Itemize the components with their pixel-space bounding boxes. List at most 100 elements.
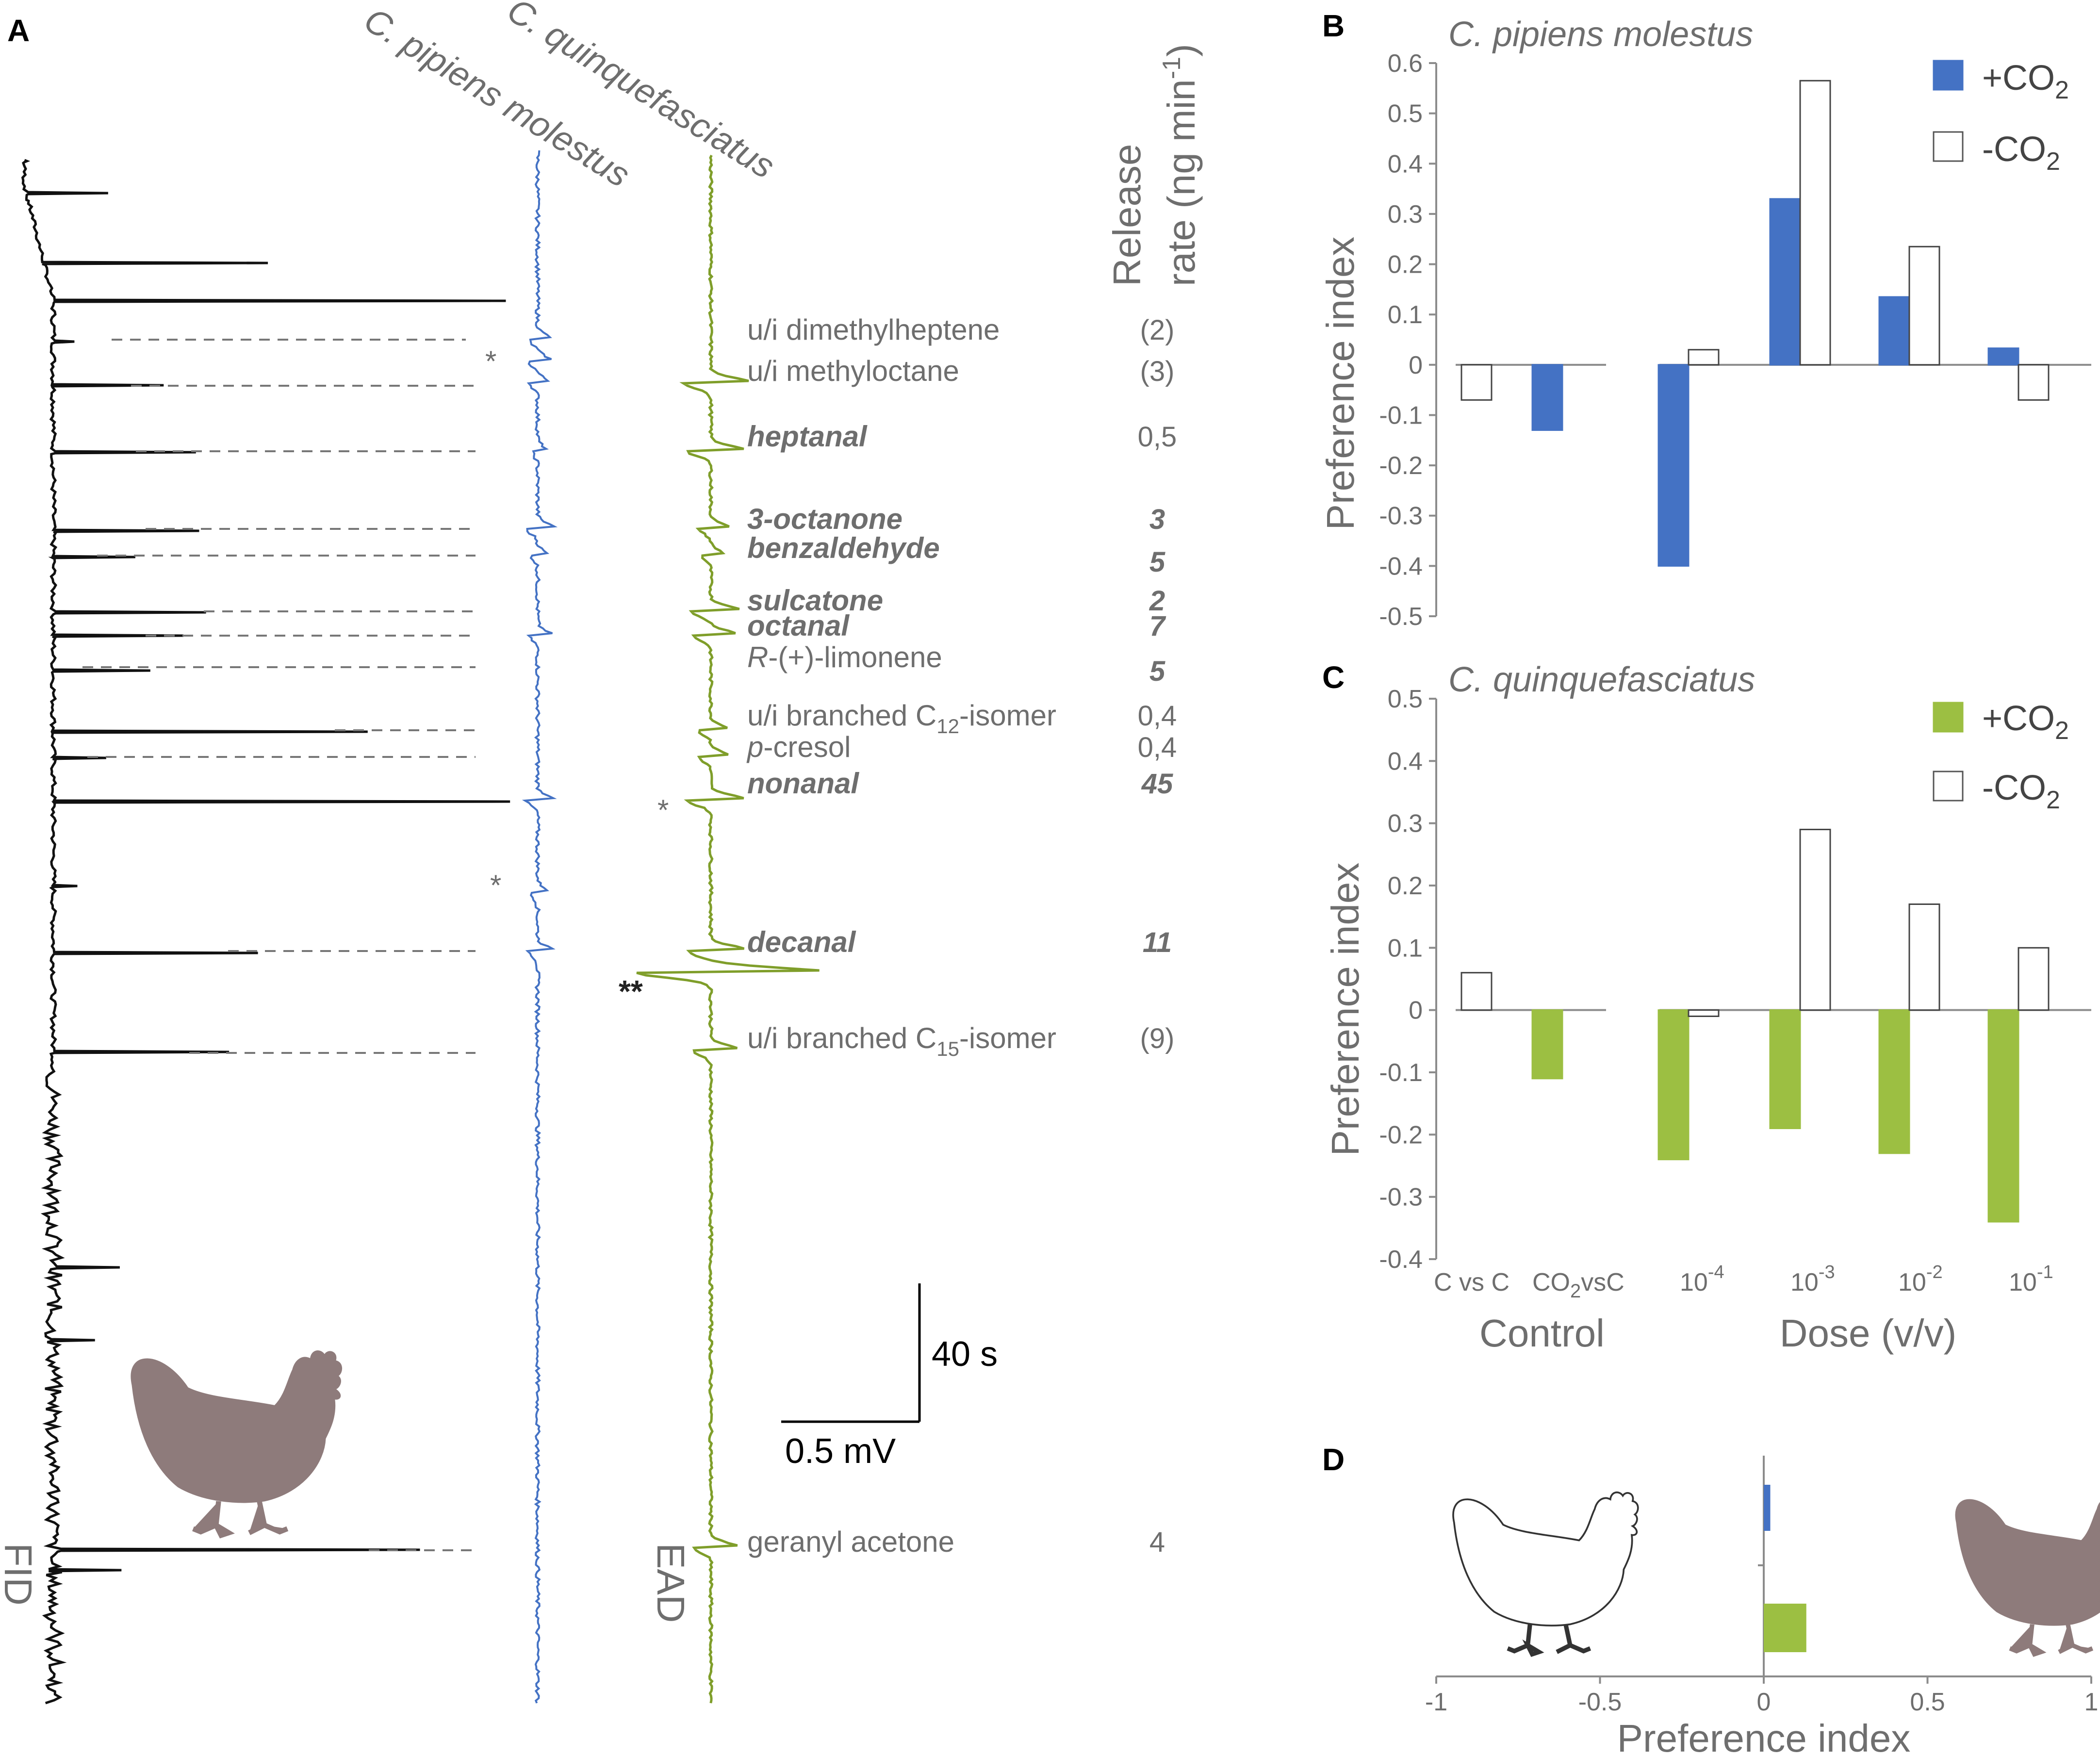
compound-rate: 45: [1141, 768, 1173, 800]
release-rate-header-1: Release: [1105, 144, 1148, 286]
y-tick-label: 0: [1409, 351, 1423, 379]
chart-b-ylabel: Preference index: [1319, 237, 1362, 530]
bar-minus-co2: [1688, 349, 1720, 366]
legend-label-plus: +CO2: [1982, 59, 2069, 104]
xtick-co2-vs-c: CO2vsC: [1532, 1268, 1624, 1302]
compound-rate: 4: [1149, 1526, 1165, 1558]
ead-trace-quinque: [636, 154, 820, 1704]
chart-c-bars: [1460, 829, 2050, 1223]
legend-swatch-plus-green: [1933, 702, 1964, 733]
y-tick-label: 0.6: [1388, 49, 1423, 78]
scale-bar: [781, 1283, 921, 1423]
hen-icon: [1955, 1493, 2100, 1655]
peak-connectors: [82, 339, 476, 1551]
y-tick-label: -0.5: [1379, 603, 1423, 631]
compound-name: p-cresol: [746, 731, 851, 763]
scale-time-label: 40 s: [932, 1335, 998, 1374]
bar-minus-co2: [2018, 364, 2050, 401]
bar-plus-co2: [1878, 296, 1910, 366]
compound-name: octanal: [747, 609, 850, 642]
bar-d-pipiens: [1764, 1485, 1771, 1531]
bar-plus-co2: [1531, 1009, 1563, 1080]
bar-plus-co2: [1531, 364, 1563, 431]
compound-rate: 5: [1149, 546, 1165, 578]
compound-rate: 11: [1143, 927, 1172, 958]
y-tick-label: 0.4: [1388, 150, 1423, 178]
y-tick-label: 0.2: [1388, 872, 1423, 900]
compound-rate: (2): [1140, 314, 1175, 346]
y-tick-label: 0.1: [1388, 934, 1423, 962]
compound-name: geranyl acetone: [747, 1526, 954, 1558]
panel-d: D -1 -0.5 0 0.5 1 Preference index: [1322, 1442, 2100, 1756]
compound-rate: 7: [1149, 610, 1166, 642]
panel-c: C C. quinquefasciatus Preference index 0…: [1322, 660, 2091, 1355]
y-tick-label: -0.2: [1379, 452, 1423, 480]
compound-rate: 0,5: [1138, 421, 1177, 453]
legend-swatch-plus-blue: [1933, 60, 1964, 91]
compound-name: u/i branched C15-isomer: [747, 1022, 1056, 1060]
xtick-dose-1e-3: 10-3: [1790, 1262, 1835, 1296]
x-tick-label: -1: [1425, 1688, 1447, 1716]
compound-name: u/i dimethylheptene: [747, 313, 1000, 346]
chart-d-bars: [1764, 1485, 1806, 1652]
scale-voltage-label: 0.5 mV: [785, 1432, 896, 1471]
bar-minus-co2: [1908, 246, 1940, 366]
y-tick-label: 0.2: [1388, 251, 1423, 279]
legend-label-minus: -CO2: [1982, 130, 2060, 176]
bar-minus-co2: [2018, 947, 2050, 1011]
y-tick-label: -0.4: [1379, 552, 1423, 580]
panel-c-letter: C: [1322, 660, 1345, 695]
y-tick-label: -0.4: [1379, 1246, 1423, 1274]
hen-outline-icon: [1453, 1493, 1638, 1655]
bar-plus-co2: [1657, 364, 1690, 567]
chart-c-ylabel: Preference index: [1324, 863, 1367, 1156]
compound-name: sulcatone: [747, 584, 883, 617]
bar-plus-co2: [1878, 1009, 1910, 1154]
y-tick-label: 0.4: [1388, 747, 1423, 775]
bar-minus-co2: [1799, 80, 1831, 366]
compound-name: benzaldehyde: [747, 532, 940, 564]
x-tick-label: 0: [1757, 1688, 1771, 1716]
y-tick-label: -0.1: [1379, 401, 1423, 429]
compound-name: nonanal: [747, 767, 859, 800]
compound-labels: u/i dimethylheptene (2) u/i methyloctane (3…: [746, 313, 1177, 1558]
fid-label: FID: [0, 1543, 40, 1606]
marker-double-asterisk: **: [619, 974, 643, 1009]
chart-b-axes: 0.6 0.5 0.4 0.3 0.2 0.1 0 -0.1 -0.2 -0.3 -0.4 -0.5: [1379, 49, 2091, 631]
y-tick-label: 0.5: [1388, 100, 1423, 128]
chart-b-title: C. pipiens molestus: [1448, 15, 1753, 54]
compound-name: 3-octanone: [747, 503, 902, 535]
x-tick-label: 0.5: [1910, 1688, 1945, 1716]
y-tick-label: -0.3: [1379, 1183, 1423, 1212]
bar-minus-co2: [1688, 1009, 1720, 1017]
bar-minus-co2: [1908, 903, 1940, 1011]
bar-plus-co2: [1987, 1009, 2019, 1223]
legend-swatch-minus: [1933, 771, 1964, 802]
bar-minus-co2: [1460, 364, 1493, 401]
chart-c-title: C. quinquefasciatus: [1448, 660, 1755, 699]
legend-label-plus: +CO2: [1982, 699, 2069, 745]
legend-label-minus: -CO2: [1982, 769, 2060, 814]
x-tick-label: -0.5: [1578, 1688, 1622, 1716]
compound-rate: 0,4: [1138, 732, 1177, 763]
y-tick-label: 0.1: [1388, 301, 1423, 329]
x-tick-label: 1: [2084, 1688, 2099, 1716]
y-tick-label: 0: [1409, 997, 1423, 1025]
fid-trace: [21, 159, 510, 1705]
xlabel-control: Control: [1479, 1312, 1605, 1355]
compound-rate: 5: [1149, 656, 1165, 687]
bar-plus-co2: [1987, 347, 2019, 366]
chart-b-bars: [1460, 80, 2050, 567]
legend-swatch-minus: [1933, 131, 1964, 162]
compound-name: R-(+)-limonene: [747, 641, 942, 673]
bar-minus-co2: [1460, 972, 1493, 1011]
compound-rate: (3): [1140, 356, 1175, 387]
y-tick-label: -0.1: [1379, 1059, 1423, 1087]
release-rate-header-2: rate (ng min-1): [1158, 44, 1203, 286]
compound-rate: (9): [1140, 1023, 1175, 1054]
xtick-dose-1e-4: 10-4: [1680, 1262, 1724, 1296]
compound-name: u/i methyloctane: [747, 355, 959, 387]
panel-b: B C. pipiens molestus Preference index 0…: [1319, 8, 2091, 631]
panel-d-letter: D: [1322, 1442, 1345, 1477]
species-label-quinque: C. quinquefasciatus: [501, 0, 782, 186]
